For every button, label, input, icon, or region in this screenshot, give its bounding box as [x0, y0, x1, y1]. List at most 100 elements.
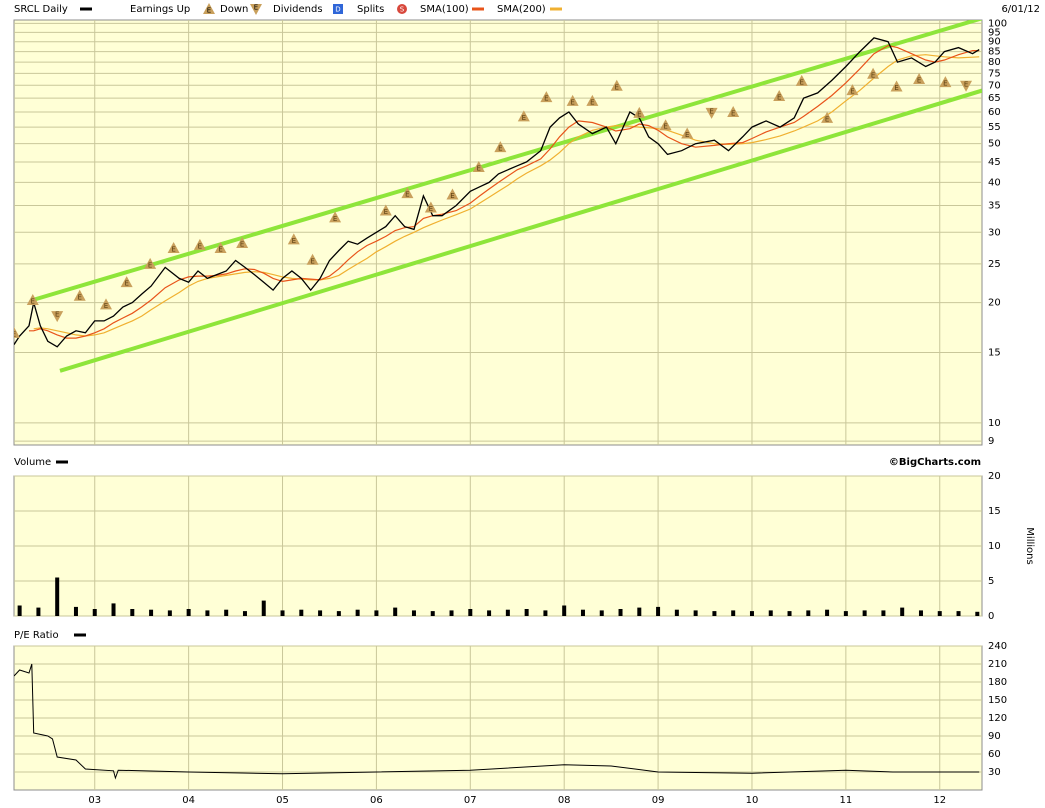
earnings-marker-label: E: [825, 115, 829, 123]
y-tick-label: 0: [988, 611, 994, 622]
volume-bar: [355, 609, 360, 616]
volume-bar: [599, 610, 604, 616]
earnings-marker-label: E: [198, 242, 202, 250]
legend-icon-label: S: [400, 6, 405, 14]
data-line: [14, 663, 980, 780]
data-line: [32, 20, 982, 302]
earnings-marker: [167, 241, 180, 253]
volume-bar: [656, 606, 661, 616]
earnings-marker: [236, 237, 249, 249]
earnings-marker-label: E: [104, 302, 108, 310]
y-tick-label: 5: [988, 576, 994, 587]
earnings-marker: [329, 211, 342, 223]
y-tick-label: 80: [988, 57, 1001, 68]
earnings-marker-label: E: [429, 205, 433, 213]
y-tick-label: 90: [988, 731, 1001, 742]
y-tick-label: 210: [988, 659, 1007, 670]
volume-bar: [36, 607, 41, 616]
y-tick-label: 75: [988, 68, 1001, 79]
earnings-marker-label: E: [55, 311, 59, 319]
earnings-marker: [586, 94, 599, 106]
volume-bar: [242, 611, 247, 616]
y-tick-label: 45: [988, 157, 1001, 168]
y-tick-label: 40: [988, 177, 1001, 188]
earnings-marker-label: E: [78, 293, 82, 301]
earnings-marker: [939, 76, 952, 88]
volume-bar: [299, 609, 304, 616]
earnings-marker: [610, 79, 623, 91]
earnings-marker-label: E: [310, 257, 314, 265]
earnings-marker: [424, 201, 437, 213]
data-line: [14, 37, 980, 348]
earnings-marker-label: E: [637, 110, 641, 118]
earnings-marker: [144, 257, 157, 269]
volume-bar: [881, 610, 886, 616]
panel-title: Volume: [14, 457, 51, 468]
volume-bar: [167, 610, 172, 616]
y-tick-label: 55: [988, 122, 1001, 133]
earnings-marker-label: E: [731, 110, 735, 118]
earnings-marker-label: E: [240, 241, 244, 249]
y-tick-label: 30: [988, 227, 1001, 238]
y-tick-label: 35: [988, 201, 1001, 212]
y-tick-label: 20: [988, 298, 1001, 309]
volume-bar: [975, 611, 980, 616]
volume-bar: [637, 607, 642, 616]
earnings-marker: [214, 241, 227, 253]
volume-bar: [336, 611, 341, 616]
earnings-marker-label: E: [477, 165, 481, 173]
volume-bar: [674, 609, 679, 616]
earnings-marker-label: E: [405, 191, 409, 199]
legend-label: Splits: [357, 4, 384, 15]
earnings-marker-label: E: [685, 131, 689, 139]
volume-bar: [712, 611, 717, 616]
legend-label: SMA(100): [420, 4, 469, 15]
earnings-marker: [14, 326, 20, 338]
y-tick-label: 150: [988, 695, 1007, 706]
legend-icon-label: D: [335, 6, 340, 14]
y-tick-label: 65: [988, 93, 1001, 104]
earnings-marker: [890, 80, 903, 92]
y-tick-label: 9: [988, 436, 994, 447]
volume-bar: [862, 610, 867, 616]
y-tick-label: 15: [988, 347, 1001, 358]
y-axis-label: Millions: [1024, 527, 1035, 564]
earnings-marker: [472, 161, 485, 173]
legend-icon: [250, 4, 262, 15]
volume-bar: [411, 610, 416, 616]
volume-bar: [693, 610, 698, 616]
earnings-marker-label: E: [570, 98, 574, 106]
earnings-marker: [401, 187, 414, 199]
earnings-marker-label: E: [498, 145, 502, 153]
y-tick-label: 60: [988, 749, 1001, 760]
x-tick-label: 05: [276, 795, 289, 806]
earnings-marker-label: E: [850, 88, 854, 96]
volume-bar: [543, 610, 548, 616]
volume-bar: [205, 610, 210, 616]
y-tick-label: 95: [988, 27, 1001, 38]
earnings-marker: [867, 67, 880, 79]
volume-bar: [487, 610, 492, 616]
earnings-marker: [446, 188, 459, 200]
earnings-marker: [306, 253, 319, 265]
volume-bar: [843, 611, 848, 616]
legend-label: SMA(200): [497, 4, 546, 15]
legend-label: Earnings Up: [130, 4, 190, 15]
x-tick-label: 11: [839, 795, 852, 806]
legend-label: SRCL Daily: [14, 4, 68, 15]
volume-bar: [749, 611, 754, 616]
earnings-marker: [846, 84, 859, 96]
x-tick-label: 03: [88, 795, 101, 806]
y-tick-label: 85: [988, 47, 1001, 58]
earnings-marker-label: E: [800, 78, 804, 86]
volume-bar: [580, 609, 585, 616]
data-line: [59, 88, 982, 373]
earnings-marker-label: E: [943, 80, 947, 88]
x-tick-label: 10: [746, 795, 759, 806]
plot-layer: [14, 663, 980, 780]
volume-bar: [55, 577, 60, 616]
volume-bar: [505, 609, 510, 616]
volume-bar: [731, 610, 736, 616]
date-label: 6/01/12: [1001, 4, 1040, 15]
